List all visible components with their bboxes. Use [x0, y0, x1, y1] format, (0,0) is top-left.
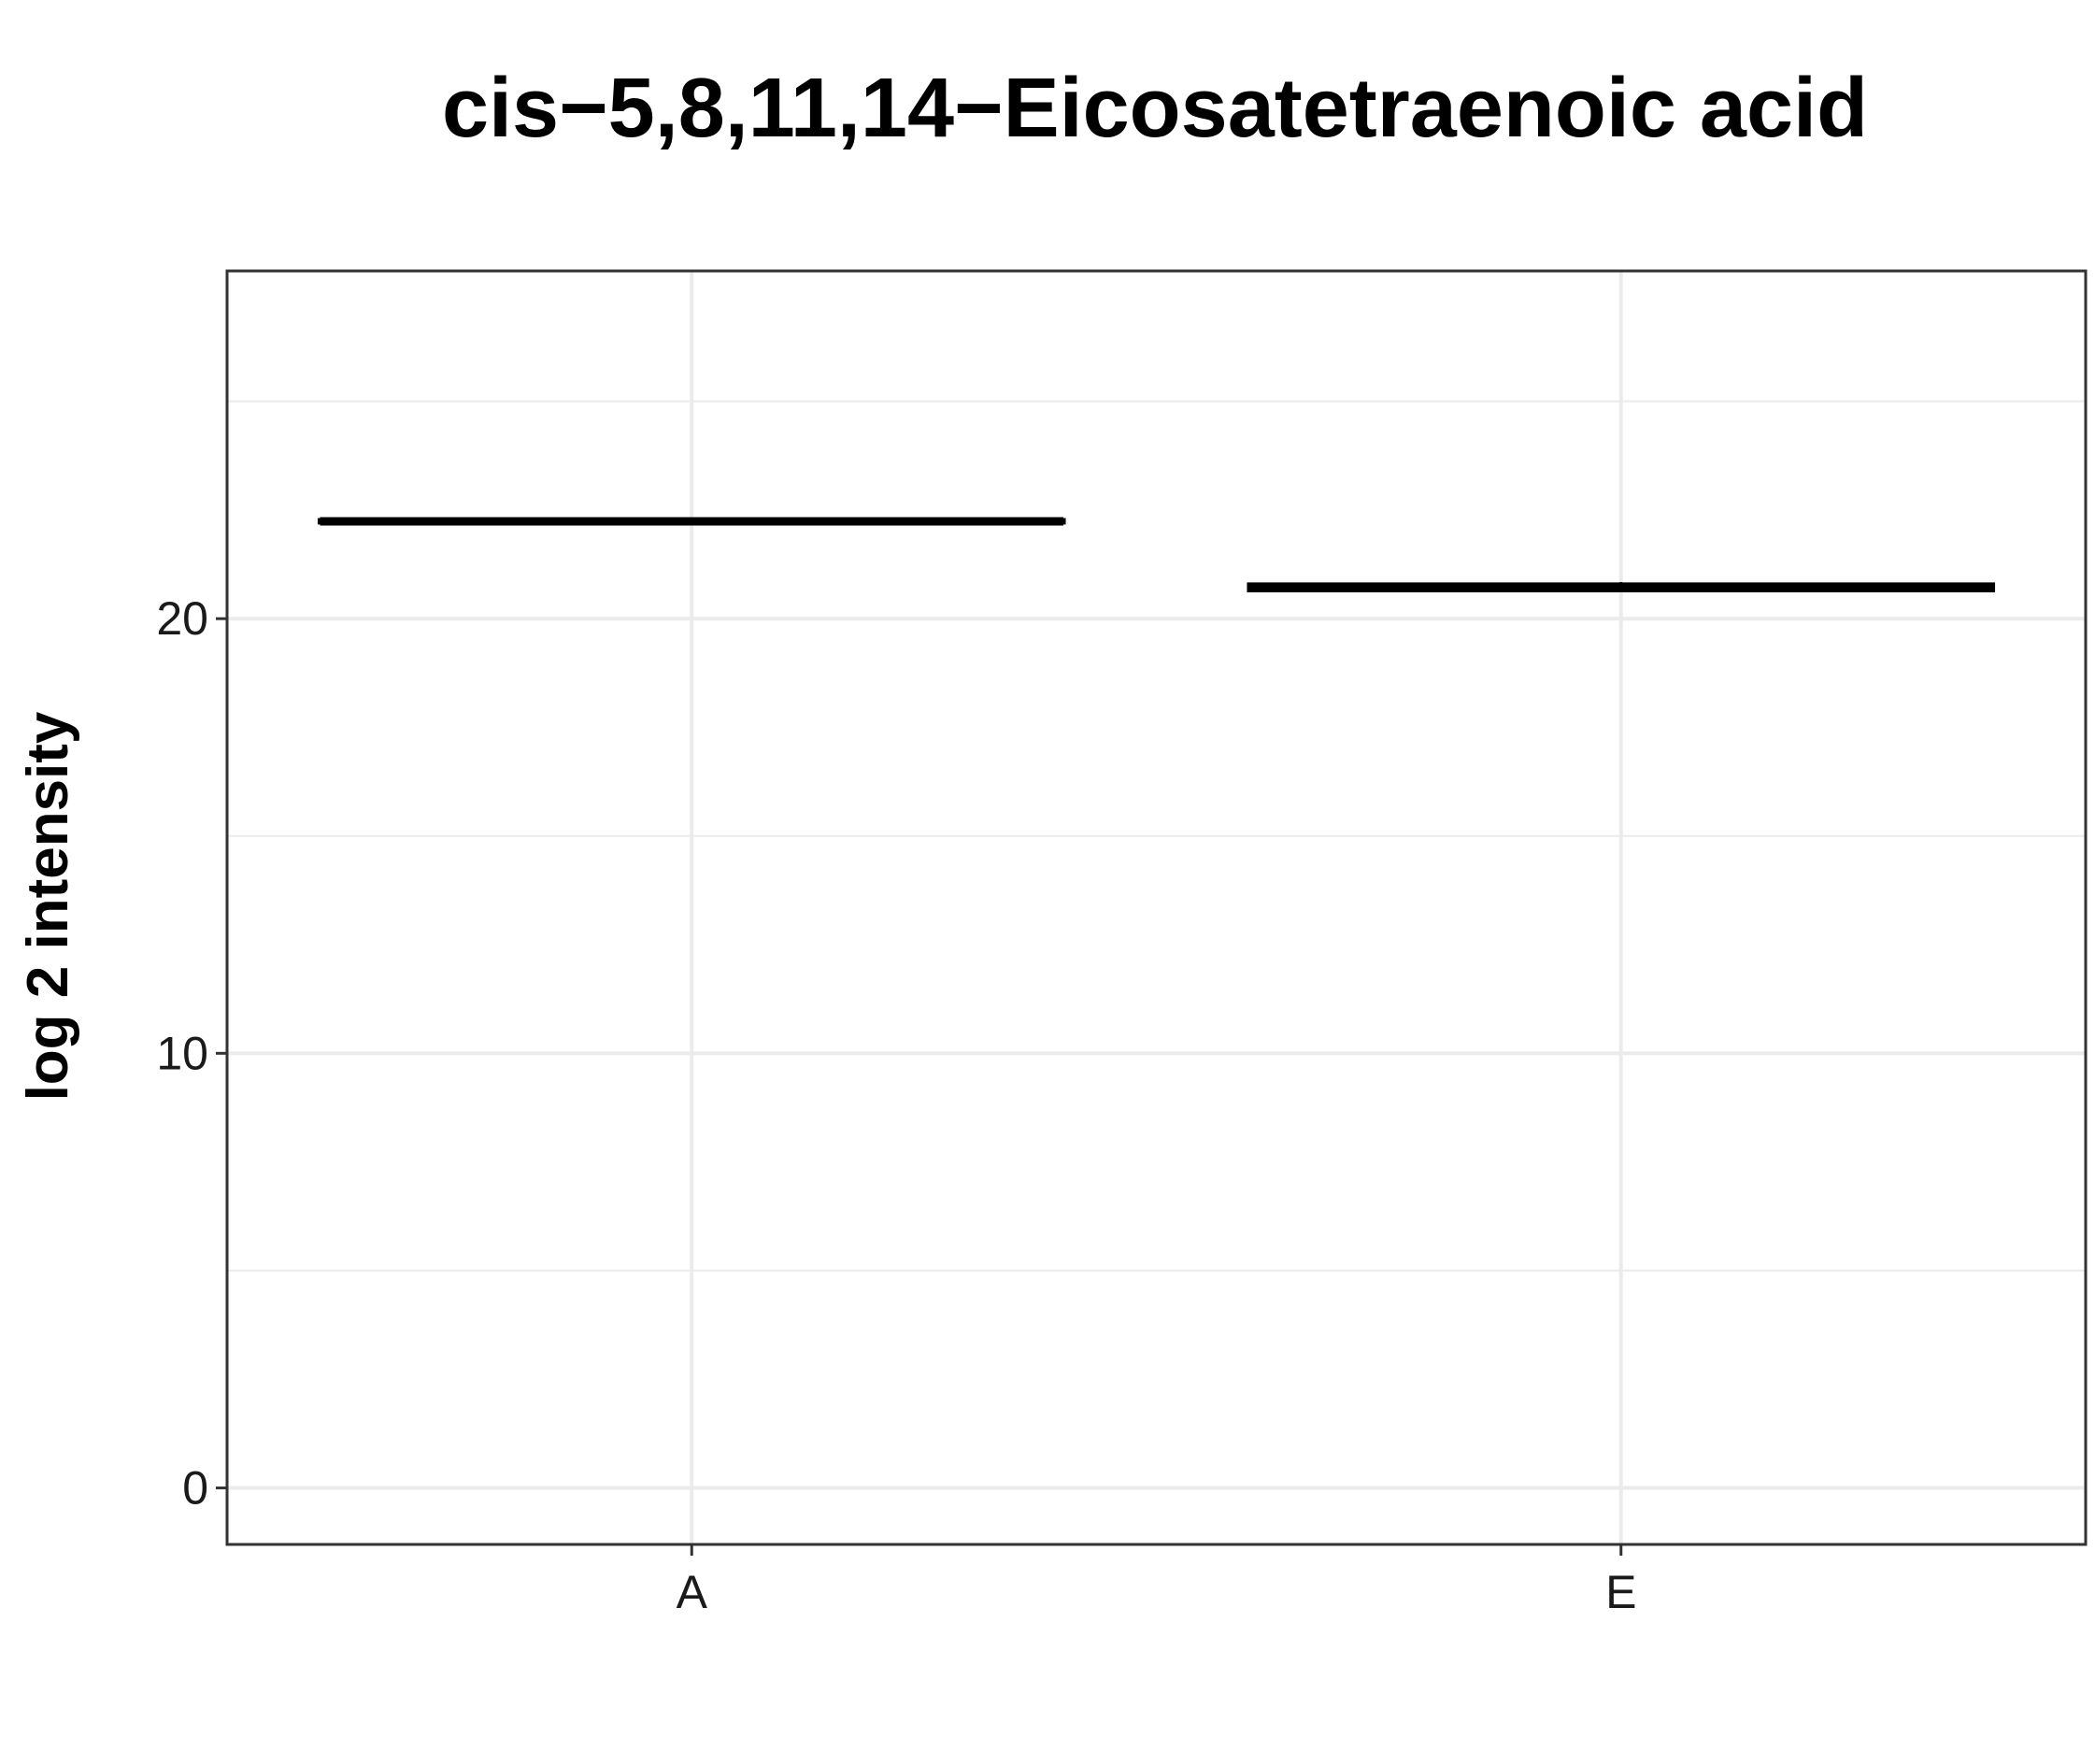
box-E: [1247, 582, 1996, 592]
y-tick-label: 10: [156, 1027, 208, 1079]
y-axis-label: log 2 intensity: [16, 711, 80, 1101]
x-tick-label: A: [677, 1566, 708, 1618]
grid-lines: [227, 271, 2086, 1544]
axes: 0 10 20 A E: [156, 592, 1636, 1618]
box-A: [317, 517, 1066, 526]
box-plots: [317, 517, 1996, 592]
chart-title: cis−5,8,11,14−Eicosatetraenoic acid: [442, 62, 1868, 155]
x-tick-label: E: [1605, 1566, 1636, 1618]
plot-panel-border: [225, 269, 2088, 1546]
y-tick-label: 0: [182, 1462, 208, 1515]
y-tick-label: 20: [156, 592, 208, 645]
